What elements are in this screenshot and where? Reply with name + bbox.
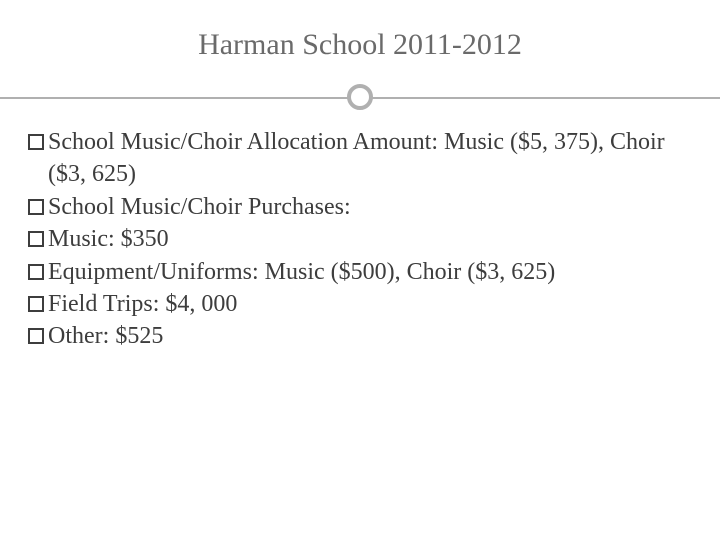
list-item: Equipment/Uniforms: Music ($500), Choir … [28, 256, 692, 288]
square-bullet-icon [28, 296, 44, 312]
list-item: School Music/Choir Allocation Amount: Mu… [28, 126, 692, 191]
list-item-text: School Music/Choir Allocation Amount: Mu… [48, 126, 692, 191]
divider-circle-icon [347, 84, 373, 110]
divider [0, 84, 720, 112]
square-bullet-icon [28, 328, 44, 344]
list-item: Field Trips: $4, 000 [28, 288, 692, 320]
slide: Harman School 2011-2012 School Music/Cho… [0, 0, 720, 540]
list-item-text: Music: $350 [48, 223, 692, 255]
square-bullet-icon [28, 134, 44, 150]
list-item-text: Other: $525 [48, 320, 692, 352]
list-item: School Music/Choir Purchases: [28, 191, 692, 223]
list-item-text: Equipment/Uniforms: Music ($500), Choir … [48, 256, 692, 288]
slide-body: School Music/Choir Allocation Amount: Mu… [0, 112, 720, 353]
list-item-text: School Music/Choir Purchases: [48, 191, 692, 223]
square-bullet-icon [28, 231, 44, 247]
square-bullet-icon [28, 264, 44, 280]
list-item-text: Field Trips: $4, 000 [48, 288, 692, 320]
list-item: Other: $525 [28, 320, 692, 352]
list-item: Music: $350 [28, 223, 692, 255]
square-bullet-icon [28, 199, 44, 215]
slide-title: Harman School 2011-2012 [0, 0, 720, 62]
